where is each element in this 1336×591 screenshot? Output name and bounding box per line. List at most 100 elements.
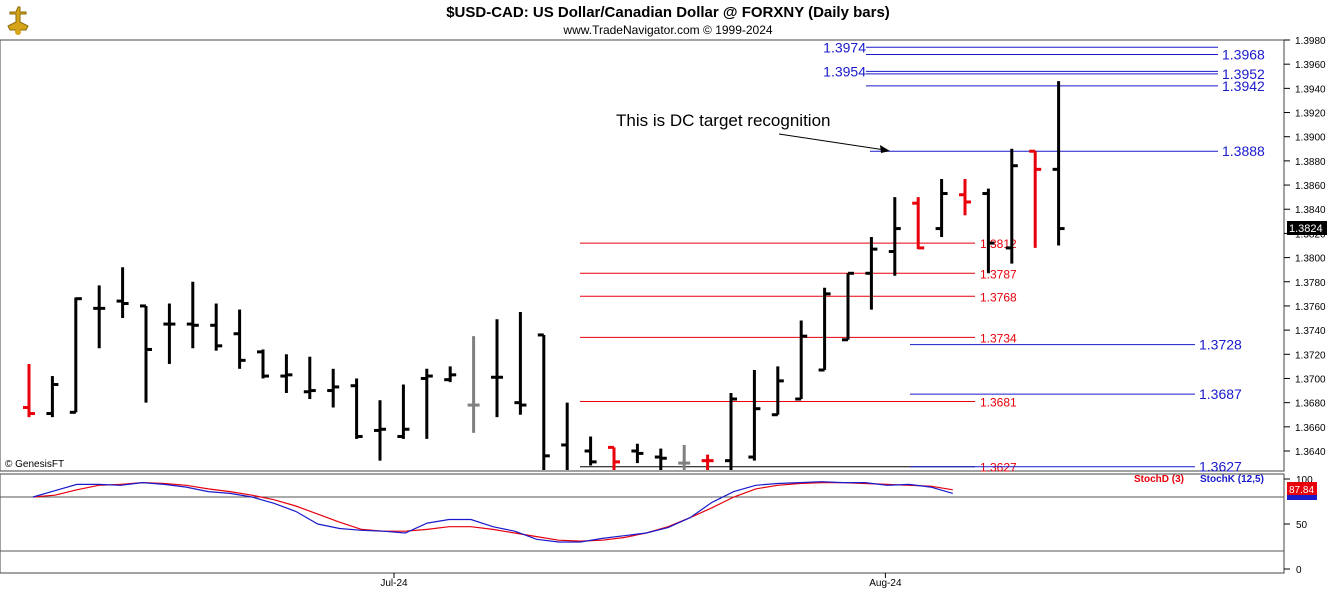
- price-bars: [23, 81, 1065, 470]
- ohlc-bar: [537, 333, 550, 470]
- stoch-tick-label: 50: [1296, 520, 1308, 531]
- stoch-last-label: 87.84: [1289, 485, 1314, 496]
- ohlc-bar: [935, 179, 948, 238]
- ohlc-bar: [584, 436, 597, 466]
- annotation-arrowhead: [880, 145, 890, 153]
- price-tick-label: 1.3800: [1295, 254, 1326, 265]
- price-tick-label: 1.3960: [1295, 60, 1326, 71]
- stoch-d-legend: StochD (3): [1134, 474, 1184, 485]
- price-tick-label: 1.3760: [1295, 302, 1326, 313]
- price-tick-label: 1.3720: [1295, 350, 1326, 361]
- level-label: 1.3968: [1222, 47, 1265, 63]
- last-price-tag: 1.3824: [1287, 221, 1327, 235]
- level-label: 1.3627: [980, 461, 1017, 475]
- ohlc-bar: [654, 448, 667, 470]
- level-label: 1.3681: [980, 395, 1017, 409]
- ohlc-bar: [888, 197, 901, 276]
- ohlc-bar: [210, 303, 223, 351]
- price-tick-label: 1.3700: [1295, 374, 1326, 385]
- ohlc-bar: [327, 368, 340, 408]
- ohlc-bar: [140, 304, 152, 403]
- level-label: 1.3954: [823, 63, 866, 79]
- last-price-box: [1287, 221, 1327, 235]
- price-tick-label: 1.3780: [1295, 278, 1326, 289]
- price-tick-label: 1.3680: [1295, 399, 1326, 410]
- ohlc-bar: [69, 297, 82, 414]
- ohlc-bar: [280, 354, 293, 393]
- ohlc-bar: [514, 311, 527, 415]
- price-tick-label: 1.3920: [1295, 109, 1326, 120]
- ohlc-bar: [233, 309, 246, 369]
- ohlc-bar: [444, 366, 457, 383]
- ohlc-bar: [1052, 81, 1065, 246]
- level-label: 1.3787: [980, 267, 1017, 281]
- stoch-line: [32, 481, 953, 543]
- level-label: 1.3942: [1222, 78, 1265, 94]
- ohlc-bar: [795, 320, 808, 401]
- ohlc-bar: [748, 370, 761, 461]
- chart-subtitle: www.TradeNavigator.com © 1999-2024: [562, 23, 772, 37]
- price-tick-label: 1.3980: [1295, 36, 1326, 47]
- ohlc-bar: [561, 402, 569, 470]
- ohlc-bar: [491, 319, 503, 418]
- annotation-text: This is DC target recognition: [616, 111, 830, 130]
- annotation: This is DC target recognition: [616, 111, 890, 153]
- ohlc-bar: [842, 271, 854, 342]
- chart-title: $USD-CAD: US Dollar/Canadian Dollar @ FO…: [446, 4, 890, 21]
- ohlc-bar: [912, 197, 925, 250]
- ohlc-bar: [865, 237, 878, 310]
- annotation-arrow: [778, 133, 886, 151]
- ohlc-bar: [350, 378, 363, 439]
- level-label: 1.3627: [1199, 459, 1242, 475]
- level-label: 1.3734: [980, 331, 1017, 345]
- ohlc-bar: [701, 454, 714, 470]
- ohlc-bar: [818, 287, 831, 372]
- ohlc-bar: [397, 384, 410, 439]
- stoch-axis: 100 50 0: [0, 475, 1313, 576]
- ohlc-bar: [467, 336, 480, 433]
- stoch-tick-label: 100: [1296, 475, 1313, 486]
- level-label: 1.3952: [1222, 66, 1265, 82]
- level-label: 1.3888: [1222, 143, 1265, 159]
- stoch-k-legend: StochK (12,5): [1200, 474, 1264, 485]
- ohlc-bar: [959, 179, 971, 216]
- watermark: © GenesisFT: [5, 459, 64, 470]
- date-axis: Jul-24 Aug-24: [380, 573, 902, 589]
- price-tick-label: 1.3940: [1295, 84, 1326, 95]
- ohlc-bar: [46, 376, 59, 418]
- price-tick-label: 1.3740: [1295, 326, 1326, 337]
- stoch-tick-label: 0: [1296, 565, 1302, 576]
- ohlc-bar: [257, 349, 269, 379]
- ohlc-bar: [374, 400, 386, 461]
- date-label: Aug-24: [869, 578, 902, 589]
- price-tick-label: 1.3640: [1295, 447, 1326, 458]
- ohlc-bar: [678, 444, 691, 470]
- price-tick-label: 1.3840: [1295, 205, 1326, 216]
- stoch-last-tag: 87.84: [1287, 482, 1317, 500]
- ohlc-bar: [725, 392, 737, 470]
- ohlc-bar: [1005, 148, 1018, 264]
- golden-bull-logo-icon: [7, 6, 29, 35]
- ohlc-bar: [771, 366, 784, 417]
- stoch-lines: [32, 481, 953, 543]
- level-label: 1.3974: [823, 39, 866, 55]
- ohlc-bar: [608, 445, 620, 470]
- stoch-last-box: [1287, 482, 1317, 495]
- ohlc-bar: [93, 285, 106, 349]
- ohlc-bar: [116, 267, 129, 319]
- ohlc-bar: [186, 281, 199, 349]
- level-label: 1.3728: [1199, 337, 1242, 353]
- ohlc-bar: [1029, 149, 1042, 248]
- level-label: 1.3687: [1199, 386, 1242, 402]
- level-label: 1.3768: [980, 290, 1017, 304]
- ohlc-bar: [982, 188, 995, 274]
- price-tick-label: 1.3860: [1295, 181, 1326, 192]
- stoch-k-last-box: [1287, 495, 1317, 500]
- price-tick-label: 1.3880: [1295, 157, 1326, 168]
- price-panel: [0, 39, 1285, 472]
- last-price-label: 1.3824: [1289, 223, 1323, 235]
- stoch-line: [32, 481, 953, 542]
- ohlc-bar: [163, 303, 176, 364]
